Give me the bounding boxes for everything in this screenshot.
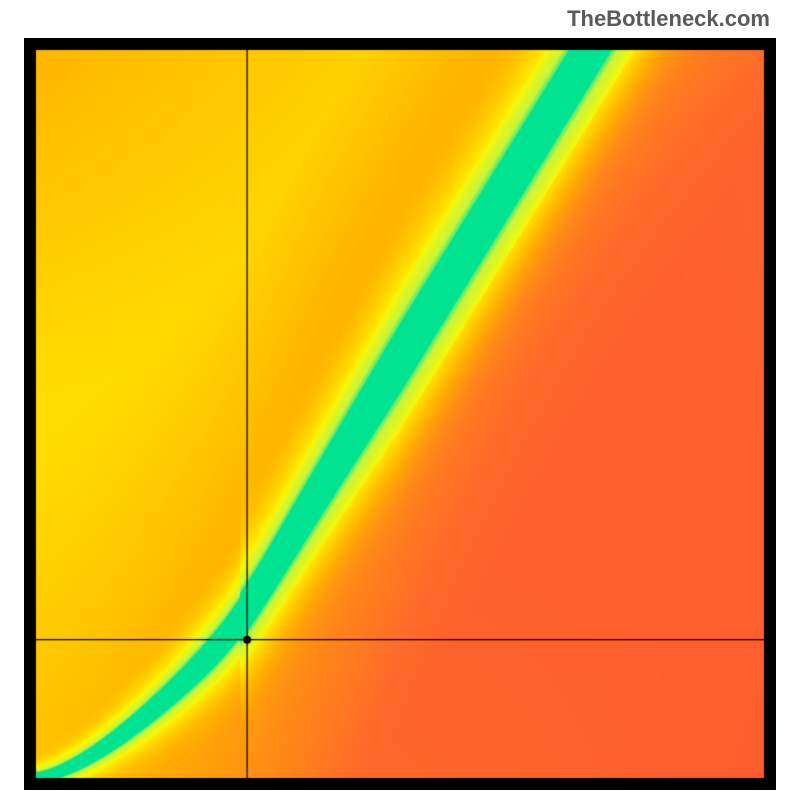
chart-container: TheBottleneck.com [0,0,800,800]
attribution-label: TheBottleneck.com [567,6,770,32]
heatmap-canvas [24,38,776,790]
